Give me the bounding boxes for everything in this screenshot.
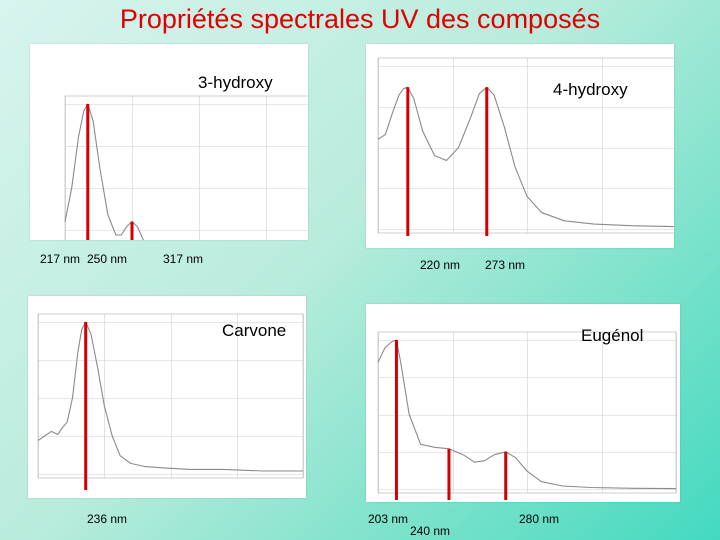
spectrum-panel-3-hydroxy <box>30 44 308 240</box>
spectrum-curve-eug-nol <box>377 339 677 490</box>
compound-label-eugenol: Eugénol <box>581 326 644 345</box>
spectrum-svg-carvone <box>37 313 304 490</box>
plot-frame <box>377 331 677 494</box>
compound-label-4-hydroxy: 4-hydroxy <box>553 80 628 99</box>
spectrum-panel-carvone <box>28 296 306 498</box>
plot-frame <box>37 313 304 479</box>
plot-frame <box>377 57 674 234</box>
spectrum-panel-eugenol <box>366 304 680 502</box>
spectrum-panel-4-hydroxy <box>366 44 674 248</box>
peak-label-236: 236 nm <box>87 512 128 526</box>
plot-frame <box>64 95 308 240</box>
compound-label-3-hydroxy: 3-hydroxy <box>198 73 273 92</box>
spectrum-curve-4-hydroxy <box>377 86 674 228</box>
slide-title: Propriétés spectrales UV des composés <box>119 4 601 34</box>
peak-label-317: 317 nm <box>163 252 204 266</box>
spectrum-curve-carvone <box>37 321 303 472</box>
spectrum-svg-eugenol <box>377 331 677 500</box>
spectrum-svg-4-hydroxy <box>377 57 674 236</box>
spectrum-curve-3-hydroxy <box>64 103 145 240</box>
peak-label-203: 203 nm <box>368 512 409 526</box>
peak-label-280: 280 nm <box>519 512 560 526</box>
compound-label-carvone: Carvone <box>222 321 287 340</box>
peak-label-240: 240 nm <box>410 524 451 538</box>
peak-label-220: 220 nm <box>420 258 461 272</box>
peak-label-250: 250 nm <box>87 252 128 266</box>
spectrum-svg-3-hydroxy <box>64 95 308 240</box>
peak-label-273: 273 nm <box>485 258 526 272</box>
peak-label-217: 217 nm <box>40 252 81 266</box>
